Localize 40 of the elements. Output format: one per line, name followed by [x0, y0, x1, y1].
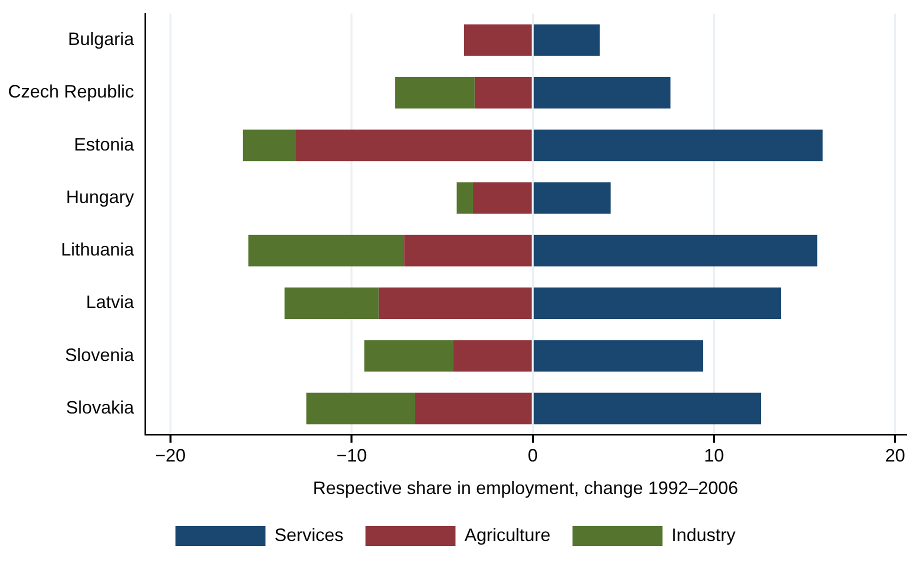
- bar: [534, 76, 670, 109]
- legend-label: Industry: [672, 524, 736, 545]
- x-tick-label: 0: [528, 446, 538, 466]
- bar: [534, 340, 704, 372]
- x-tick-label: −10: [336, 446, 367, 466]
- y-tick-label: Estonia: [74, 134, 136, 154]
- bar: [534, 392, 762, 424]
- y-tick-label: Slovenia: [65, 344, 136, 365]
- bar: [534, 24, 600, 56]
- bar: [248, 234, 404, 266]
- y-tick-label: Czech Republic: [8, 82, 134, 102]
- bar: [306, 392, 416, 424]
- bar: [364, 340, 454, 372]
- bar: [415, 392, 532, 424]
- bar: [534, 234, 818, 266]
- y-tick-label: Hungary: [66, 186, 134, 207]
- y-tick-label: Latvia: [86, 292, 136, 312]
- legend-label: Agriculture: [464, 524, 551, 545]
- bar: [404, 234, 532, 266]
- bar: [472, 182, 532, 214]
- bar: [464, 24, 532, 56]
- bar: [378, 287, 532, 320]
- bar: [534, 287, 781, 320]
- bar: [242, 130, 296, 162]
- bar: [534, 182, 611, 214]
- x-tick-label: 20: [885, 446, 906, 466]
- x-tick-label: −20: [155, 446, 186, 466]
- bar: [474, 76, 532, 109]
- x-tick-label: 10: [704, 446, 724, 466]
- bar: [284, 287, 379, 320]
- y-tick-label: Bulgaria: [68, 29, 136, 50]
- x-axis-title: Respective share in employment, change 1992–2006: [312, 478, 738, 498]
- bar: [534, 130, 823, 162]
- y-tick-label: Slovakia: [66, 397, 136, 418]
- y-tick-label: Lithuania: [60, 240, 136, 260]
- bar: [295, 130, 532, 162]
- legend-label: Services: [274, 524, 344, 545]
- bar: [456, 182, 473, 214]
- bar: [453, 340, 532, 372]
- bar: [395, 76, 475, 109]
